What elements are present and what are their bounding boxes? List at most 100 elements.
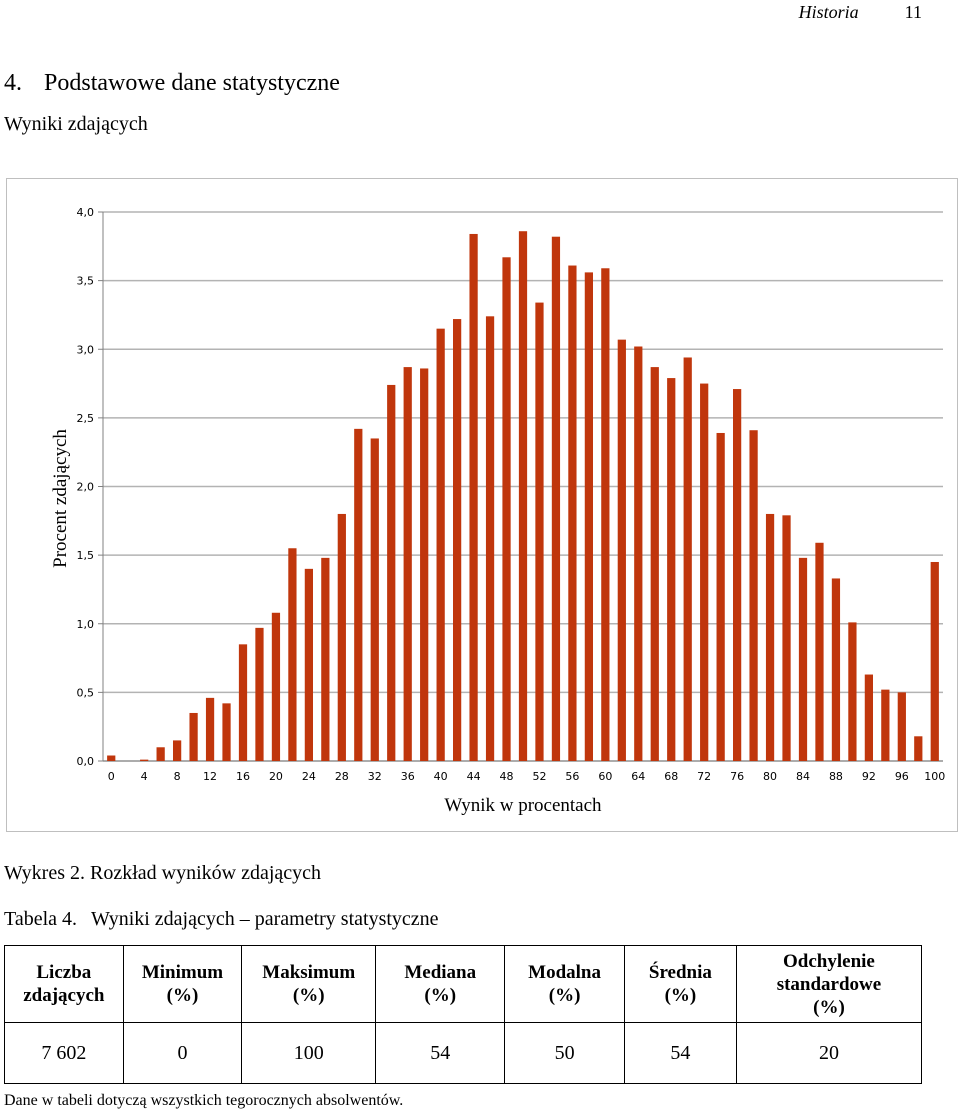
bar	[634, 346, 643, 761]
header-line: (%)	[664, 985, 697, 1006]
table-cell: 100	[241, 1022, 377, 1084]
bar	[502, 257, 511, 761]
bar	[370, 438, 379, 761]
table-title: Wyniki zdających – parametry statystyczn…	[91, 908, 439, 930]
bar	[173, 740, 182, 761]
x-tick-label: 44	[467, 770, 481, 783]
y-tick-label: 2,0	[77, 481, 95, 494]
table-cell: 7 602	[4, 1022, 124, 1084]
section-title-text: Podstawowe dane statystyczne	[44, 70, 340, 96]
bar	[815, 542, 824, 761]
x-tick-label: 72	[697, 770, 711, 783]
table-header-row: Liczba zdających Minimum (%) Maksimum (%) Medi…	[4, 945, 923, 1023]
header-line: Modalna	[528, 962, 602, 983]
bar	[271, 612, 281, 761]
header-line: Liczba	[36, 962, 92, 983]
bar	[535, 302, 544, 761]
bar	[765, 513, 775, 761]
table-label: Tabela 4.	[4, 908, 78, 930]
running-header-subject: Historia	[798, 1, 859, 22]
bar	[337, 513, 346, 761]
table-header-cell: Średnia (%)	[623, 945, 737, 1023]
bar	[205, 697, 215, 761]
x-tick-label: 20	[269, 770, 283, 783]
table-cell: 0	[122, 1022, 243, 1084]
statistics-table: Liczba zdających Minimum (%) Maksimum (%) Medi…	[4, 945, 923, 1084]
x-tick-label: 80	[763, 770, 777, 783]
bar	[667, 378, 676, 761]
table-header-cell: Odchylenie standardowe (%)	[735, 945, 923, 1023]
bar	[551, 236, 561, 761]
x-tick-label: 4	[141, 770, 148, 783]
bar	[469, 233, 478, 762]
table-header-cell: Modalna (%)	[504, 945, 625, 1023]
x-tick-label: 76	[730, 770, 744, 783]
bar	[485, 316, 495, 761]
table-cell: 50	[504, 1022, 625, 1084]
y-tick-label: 0,5	[77, 686, 95, 699]
table-footnote: Dane w tabeli dotyczą wszystkich tegoroc…	[4, 1092, 404, 1109]
header-line: Odchylenie	[783, 950, 875, 972]
table-caption: Tabela 4. Wyniki zdających – parametry st…	[4, 908, 439, 931]
running-header: Historia 11	[799, 0, 922, 24]
subsection-title: Wyniki zdających	[4, 113, 148, 135]
x-tick-label: 64	[631, 770, 645, 783]
section-title: 4. Podstawowe dane statystyczne	[4, 70, 340, 97]
y-tick-label: 3,0	[77, 343, 95, 356]
bar	[782, 515, 791, 761]
section-number: 4.	[4, 70, 22, 96]
bar	[584, 272, 593, 761]
table-cell: 54	[375, 1022, 506, 1084]
x-tick-label: 84	[796, 770, 810, 783]
x-tick-label: 52	[532, 770, 546, 783]
page-number: 11	[904, 1, 922, 22]
header-line: Maksimum	[262, 962, 356, 983]
x-tick-label: 60	[598, 770, 612, 783]
bar	[881, 689, 890, 761]
bar	[436, 328, 445, 761]
table-header-cell: Liczba zdających	[4, 945, 124, 1023]
bar	[930, 561, 939, 761]
table-header-cell: Minimum (%)	[122, 945, 243, 1023]
figure-caption: Wykres 2. Rozkład wyników zdających	[4, 862, 322, 884]
bar	[683, 357, 692, 761]
y-axis-title: Procent zdających	[50, 429, 71, 568]
x-tick-label: 68	[664, 770, 678, 783]
bar	[288, 548, 297, 761]
bar	[650, 367, 659, 761]
table-cell: 54	[623, 1022, 737, 1084]
bar	[601, 268, 610, 761]
y-tick-label: 1,5	[77, 549, 95, 562]
header-line: Średnia	[648, 962, 712, 983]
bar	[403, 367, 412, 761]
bar	[107, 755, 116, 761]
bar	[222, 703, 231, 761]
x-tick-label: 8	[174, 770, 181, 783]
x-tick-label: 56	[565, 770, 579, 783]
bar	[568, 265, 577, 761]
x-tick-label: 16	[236, 770, 250, 783]
bar	[700, 383, 709, 761]
bar	[617, 339, 626, 761]
bar	[255, 627, 264, 761]
bar	[387, 384, 396, 761]
x-axis-title: Wynik w procentach	[444, 795, 602, 816]
x-tick-label: 32	[368, 770, 382, 783]
bar	[453, 319, 462, 761]
bar	[848, 622, 857, 761]
header-line: standardowe	[776, 973, 882, 995]
y-tick-label: 1,0	[77, 618, 95, 631]
bar	[897, 692, 906, 761]
x-tick-label: 0	[108, 770, 115, 783]
y-tick-label: 4,0	[77, 206, 95, 219]
bar	[304, 568, 313, 761]
bar	[156, 747, 165, 761]
x-tick-label: 100	[924, 770, 945, 783]
bar	[798, 557, 808, 761]
table-header-cell: Mediana (%)	[375, 945, 506, 1023]
header-line: (%)	[813, 996, 845, 1018]
bar	[749, 430, 758, 761]
y-tick-label: 0,0	[77, 755, 95, 768]
bar	[864, 674, 873, 761]
bar	[914, 736, 923, 761]
